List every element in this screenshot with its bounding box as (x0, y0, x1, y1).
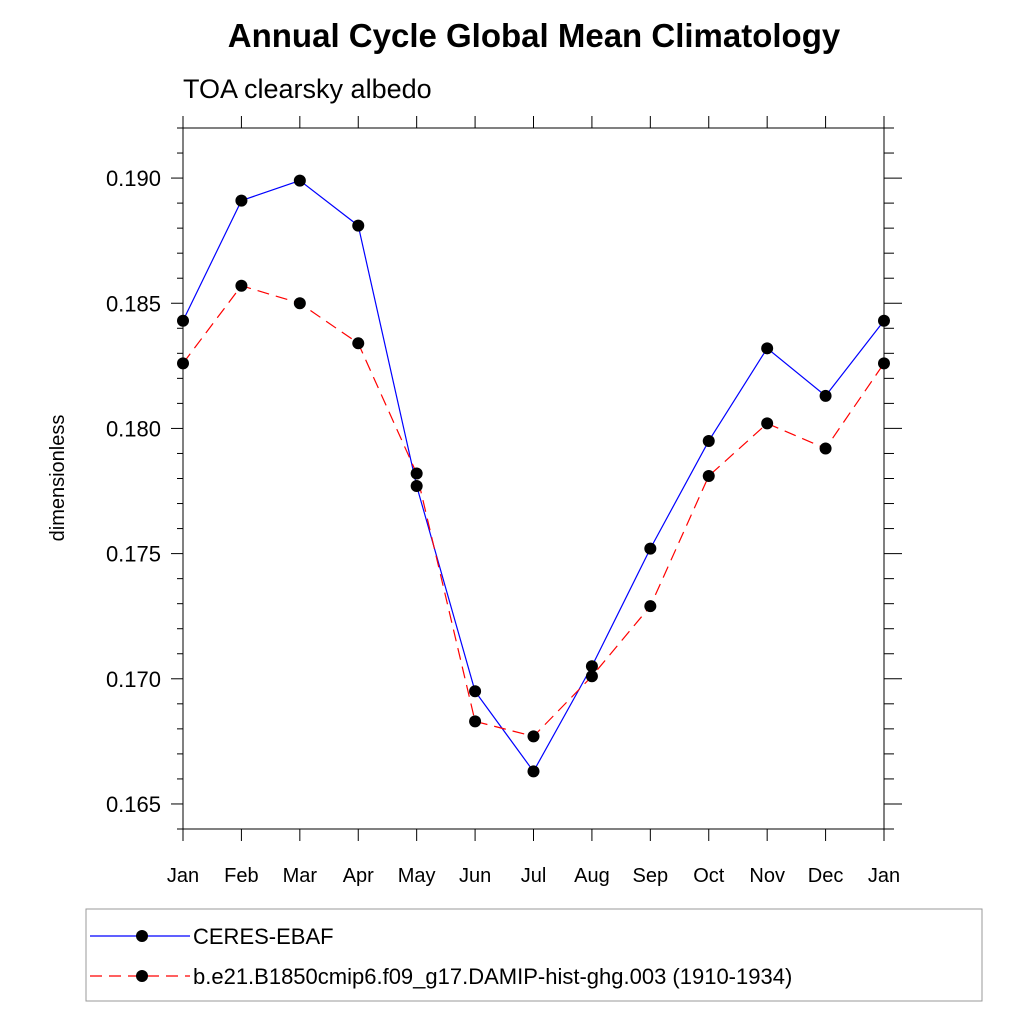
x-tick-label: Jan (868, 865, 900, 887)
series-line-1 (182, 285, 885, 738)
y-tick-label: 0.190 (106, 166, 161, 191)
x-tick-label: Sep (633, 865, 669, 887)
data-point (469, 715, 482, 728)
x-tick-label: Aug (574, 865, 610, 887)
data-point (410, 480, 423, 493)
data-point (293, 174, 306, 187)
legend-box (85, 908, 983, 1002)
data-point (352, 219, 365, 232)
x-tick-label: May (398, 865, 436, 887)
series-line-0 (182, 179, 885, 773)
x-tick-label: Jan (167, 865, 199, 887)
data-point (644, 600, 657, 613)
data-point (819, 389, 832, 402)
series-layer (177, 174, 890, 778)
data-point (235, 194, 248, 207)
data-point (293, 297, 306, 310)
data-point (878, 314, 890, 327)
legend-marker (136, 930, 148, 942)
data-point (702, 469, 715, 482)
x-tick-label: Jun (459, 865, 491, 887)
data-point (702, 434, 715, 447)
data-point (235, 279, 248, 292)
legend-marker (136, 970, 148, 982)
data-point (527, 730, 540, 743)
x-tick-label: Dec (808, 865, 844, 887)
data-point (878, 357, 890, 370)
legend-label-1: b.e21.B1850cmip6.f09_g17.DAMIP-hist-ghg.… (193, 964, 792, 989)
data-point (761, 417, 774, 430)
data-point (469, 685, 482, 698)
chart-subtitle: TOA clearsky albedo (183, 74, 432, 104)
data-point (585, 660, 598, 673)
data-point (177, 314, 189, 327)
y-tick-label: 0.180 (106, 416, 161, 441)
data-point (177, 357, 189, 370)
y-tick-label: 0.175 (106, 542, 161, 567)
y-tick-label: 0.185 (106, 291, 161, 316)
x-tick-label: Mar (283, 865, 318, 887)
x-tick-label: Feb (224, 865, 258, 887)
x-tick-label: Nov (749, 865, 785, 887)
data-point (527, 765, 540, 778)
y-tick-label: 0.170 (106, 667, 161, 692)
chart-title: Annual Cycle Global Mean Climatology (228, 17, 841, 54)
y-axis-label: dimensionless (47, 415, 69, 542)
y-tick-label: 0.165 (106, 792, 161, 817)
data-point (410, 467, 423, 480)
data-point (819, 442, 832, 455)
data-point (644, 542, 657, 555)
plot-frame (182, 127, 885, 830)
x-tick-label: Oct (693, 865, 725, 887)
x-tick-label: Apr (343, 865, 374, 887)
legend-label-0: CERES-EBAF (193, 924, 334, 949)
data-point (761, 342, 774, 355)
axes: Jan Feb Mar Apr May Jun Jul Aug Sep Oct Nov Dec Jan 0… (106, 116, 902, 887)
x-tick-label: Jul (521, 865, 547, 887)
data-point (585, 670, 598, 683)
legend: CERES-EBAF b.e21.B1850cmip6.f09_g17.DAMIP… (90, 924, 792, 989)
data-point (352, 337, 365, 350)
